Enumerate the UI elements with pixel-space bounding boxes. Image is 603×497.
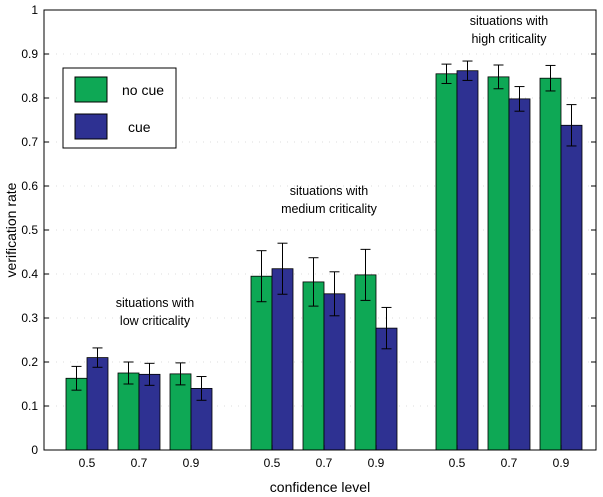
bar-cue [271,268,294,451]
group-annotation: low criticality [120,314,191,328]
x-axis-ticks: 0.5 0.7 0.9 0.5 0.7 0.9 0.5 0.7 0.9 [79,445,570,470]
x-tick-label: 0.5 [79,456,96,470]
group-annotation: high criticality [471,32,547,46]
bar-no-cue [354,274,377,451]
legend-swatch-no-cue [74,76,108,103]
group-annotation: situations with [470,14,549,28]
x-tick-label: 0.5 [449,456,466,470]
y-tick-label: 0 [31,443,38,457]
bar-no-cue [302,281,325,451]
group-annotation: situations with [290,184,369,198]
y-tick-label: 1 [31,3,38,17]
bar-no-cue [117,372,140,451]
bar-cue [323,293,346,451]
annotations: situations with low criticality situations… [116,14,549,328]
x-tick-label: 0.7 [131,456,148,470]
x-tick-label: 0.7 [501,456,518,470]
x-tick-label: 0.9 [368,456,385,470]
bar-no-cue [539,77,562,451]
legend-label-no-cue: no cue [122,82,164,98]
y-tick-label: 0.8 [21,91,38,105]
x-tick-label: 0.9 [183,456,200,470]
bar-cue [508,98,531,451]
bar-no-cue [487,76,510,451]
y-tick-label: 0.7 [21,135,38,149]
y-tick-label: 0.3 [21,311,38,325]
x-axis-label: confidence level [270,479,370,495]
bar-cue [86,357,109,451]
x-tick-label: 0.7 [316,456,333,470]
bar-cue [560,124,583,451]
error-bars [71,60,577,401]
group-annotation: situations with [116,296,195,310]
y-tick-label: 0.4 [21,267,38,281]
y-tick-label: 0.5 [21,223,38,237]
legend-swatch-cue [74,113,108,140]
bar-cue [456,70,479,451]
x-tick-label: 0.5 [264,456,281,470]
legend-label-cue: cue [128,119,151,135]
bar-no-cue [435,73,458,451]
bar-no-cue [250,275,273,451]
x-tick-label: 0.9 [553,456,570,470]
y-axis-label: verification rate [3,182,19,277]
y-tick-label: 0.2 [21,355,38,369]
y-axis-ticks: 0 0.1 0.2 0.3 0.4 0.5 0.6 0.7 0.8 0.9 1 [21,3,596,457]
y-tick-label: 0.1 [21,399,38,413]
y-tick-label: 0.9 [21,47,38,61]
legend: no cue cue [62,67,177,149]
group-annotation: medium criticality [281,202,378,216]
bars [65,70,583,451]
y-tick-label: 0.6 [21,179,38,193]
